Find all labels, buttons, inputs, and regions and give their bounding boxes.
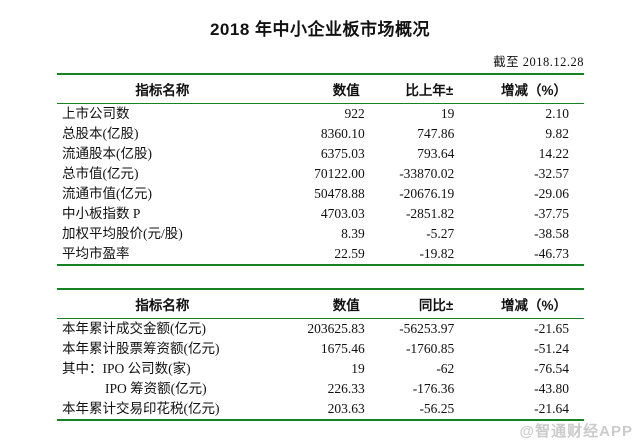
metric-value: 8.39 <box>341 226 365 241</box>
metric-pct: 2.10 <box>545 106 569 121</box>
table-row: IPO 筹资额(亿元) 226.33 -176.36 -43.80 <box>57 379 584 399</box>
table-row: 总股本(亿股) 8360.10 747.86 9.82 <box>57 124 584 144</box>
col-header-value: 数值 <box>267 74 384 104</box>
watermark: @智通财经APP <box>519 423 633 440</box>
col-header-change: 比上年± <box>383 74 474 104</box>
metric-pct: -21.65 <box>534 321 569 336</box>
metric-change: 19 <box>440 106 455 121</box>
metric-change: -56253.97 <box>399 321 455 336</box>
metric-pct: -29.06 <box>534 186 569 201</box>
metric-change: -5.27 <box>426 226 455 241</box>
metric-name: 总市值(亿元) <box>62 166 139 181</box>
metric-name: 上市公司数 <box>62 106 130 121</box>
table-row: 本年累计交易印花税(亿元) 203.63 -56.25 -21.64 <box>57 399 584 420</box>
metric-value: 203625.83 <box>307 321 365 336</box>
table-row: 本年累计股票筹资额(亿元) 1675.46 -1760.85 -51.24 <box>57 339 584 359</box>
metric-name: 流通市值(亿元) <box>62 186 152 201</box>
table-row: 总市值(亿元) 70122.00 -33870.02 -32.57 <box>57 164 584 184</box>
metric-name: IPO 筹资额(亿元) <box>105 381 207 396</box>
table-row: 本年累计成交金额(亿元) 203625.83 -56253.97 -21.65 <box>57 319 584 340</box>
metric-change: 793.64 <box>417 146 455 161</box>
metric-change: -20676.19 <box>399 186 455 201</box>
col-header-metric: 指标名称 <box>57 289 268 319</box>
metric-value: 50478.88 <box>314 186 365 201</box>
table-row: 加权平均股价(元/股) 8.39 -5.27 -38.58 <box>57 224 584 244</box>
table-header-row: 指标名称 数值 同比± 增减（%） <box>57 289 584 319</box>
metric-value: 226.33 <box>327 381 365 396</box>
metric-value: 6375.03 <box>320 146 365 161</box>
metric-name: 本年累计成交金额(亿元) <box>62 321 206 336</box>
page-title: 2018 年中小企业板市场概况 <box>209 20 431 39</box>
market-overview-table: 指标名称 数值 比上年± 增减（%） 上市公司数 922 19 2.10 总股本… <box>57 73 584 266</box>
metric-change: -19.82 <box>419 246 455 261</box>
metric-pct: -76.54 <box>534 361 569 376</box>
metric-pct: -37.75 <box>534 206 569 221</box>
col-header-pct: 增减（%） <box>473 289 584 319</box>
metric-pct: -46.73 <box>534 246 569 261</box>
metric-name: 总股本(亿股) <box>62 126 139 141</box>
yearly-cumulative-table: 指标名称 数值 同比± 增减（%） 本年累计成交金额(亿元) 203625.83… <box>57 288 584 421</box>
table-header-row: 指标名称 数值 比上年± 增减（%） <box>57 74 584 104</box>
metric-name: 本年累计交易印花税(亿元) <box>62 401 220 416</box>
metric-pct: 9.82 <box>545 126 569 141</box>
table-row: 上市公司数 922 19 2.10 <box>57 104 584 125</box>
metric-name: 中小板指数 P <box>62 206 141 221</box>
col-header-pct: 增减（%） <box>473 74 584 104</box>
metric-value: 203.63 <box>327 401 365 416</box>
metric-value: 4703.03 <box>320 206 365 221</box>
table-row: 中小板指数 P 4703.03 -2851.82 -37.75 <box>57 204 584 224</box>
metric-pct: -32.57 <box>534 166 569 181</box>
metric-change: -62 <box>436 361 455 376</box>
table-row: 平均市盈率 22.59 -19.82 -46.73 <box>57 244 584 265</box>
metric-pct: -21.64 <box>534 401 569 416</box>
metric-change: -56.25 <box>419 401 455 416</box>
metric-name: 其中：IPO 公司数(家) <box>62 361 191 376</box>
metric-name: 平均市盈率 <box>62 246 130 261</box>
metric-change: -2851.82 <box>405 206 455 221</box>
metric-value: 22.59 <box>334 246 365 261</box>
metric-value: 922 <box>344 106 365 121</box>
metric-name: 本年累计股票筹资额(亿元) <box>62 341 220 356</box>
metric-value: 8360.10 <box>320 126 365 141</box>
as-of-date: 截至 2018.12.28 <box>493 55 584 69</box>
metric-name: 流通股本(亿股) <box>62 146 152 161</box>
metric-value: 19 <box>351 361 365 376</box>
table-row: 其中：IPO 公司数(家) 19 -62 -76.54 <box>57 359 584 379</box>
metric-name: 加权平均股价(元/股) <box>62 226 183 241</box>
tables-container: 截至 2018.12.28 指标名称 数值 比上年± 增减（%） 上市公司数 9… <box>57 51 584 421</box>
metric-change: -33870.02 <box>399 166 455 181</box>
article-image: 2018 年中小企业板市场概况 截至 2018.12.28 指标名称 数值 比上… <box>0 15 640 440</box>
metric-pct: -43.80 <box>534 381 569 396</box>
metric-pct: 14.22 <box>538 146 569 161</box>
col-header-value: 数值 <box>267 289 384 319</box>
metric-change: -176.36 <box>412 381 455 396</box>
metric-value: 70122.00 <box>314 166 365 181</box>
table-row: 流通市值(亿元) 50478.88 -20676.19 -29.06 <box>57 184 584 204</box>
col-header-change: 同比± <box>383 289 474 319</box>
col-header-metric: 指标名称 <box>57 74 268 104</box>
table-row: 流通股本(亿股) 6375.03 793.64 14.22 <box>57 144 584 164</box>
metric-value: 1675.46 <box>320 341 365 356</box>
metric-pct: -38.58 <box>534 226 569 241</box>
metric-change: -1760.85 <box>405 341 455 356</box>
metric-pct: -51.24 <box>534 341 569 356</box>
metric-change: 747.86 <box>417 126 455 141</box>
